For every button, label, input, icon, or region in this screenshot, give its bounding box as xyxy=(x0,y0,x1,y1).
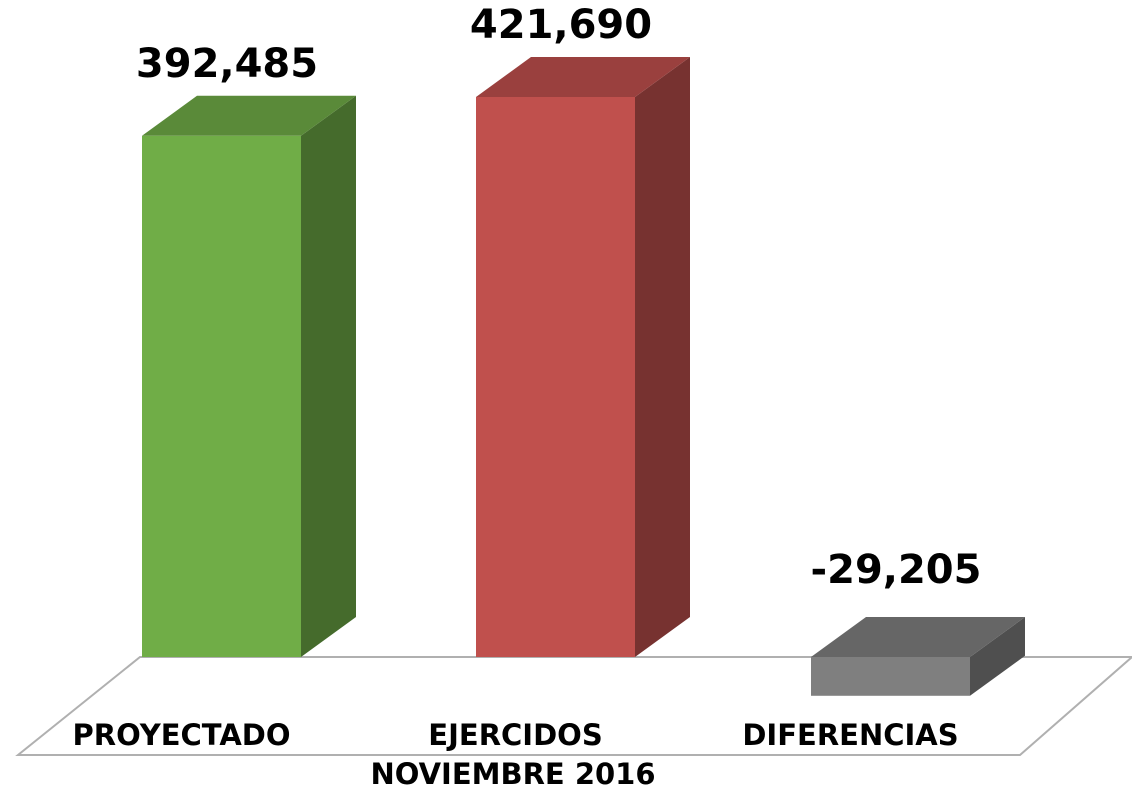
bar-side xyxy=(635,57,690,657)
bar-side xyxy=(301,95,356,658)
floor xyxy=(15,656,1132,756)
bar xyxy=(476,97,635,657)
bar xyxy=(142,135,301,657)
x-tick-label: PROYECTADO xyxy=(73,718,291,752)
bar-top xyxy=(811,617,1025,657)
value-label: -29,205 xyxy=(811,547,982,593)
value-label: 392,485 xyxy=(136,41,318,87)
bar-top xyxy=(476,57,690,97)
bar-side xyxy=(970,617,1025,696)
value-label: 421,690 xyxy=(470,2,652,48)
bar xyxy=(811,657,970,696)
x-tick-label: EJERCIDOS xyxy=(428,718,602,752)
x-axis-label: NOVIEMBRE 2016 xyxy=(370,757,655,791)
x-tick-label: DIFERENCIAS xyxy=(742,718,958,752)
bar-top xyxy=(142,95,356,136)
